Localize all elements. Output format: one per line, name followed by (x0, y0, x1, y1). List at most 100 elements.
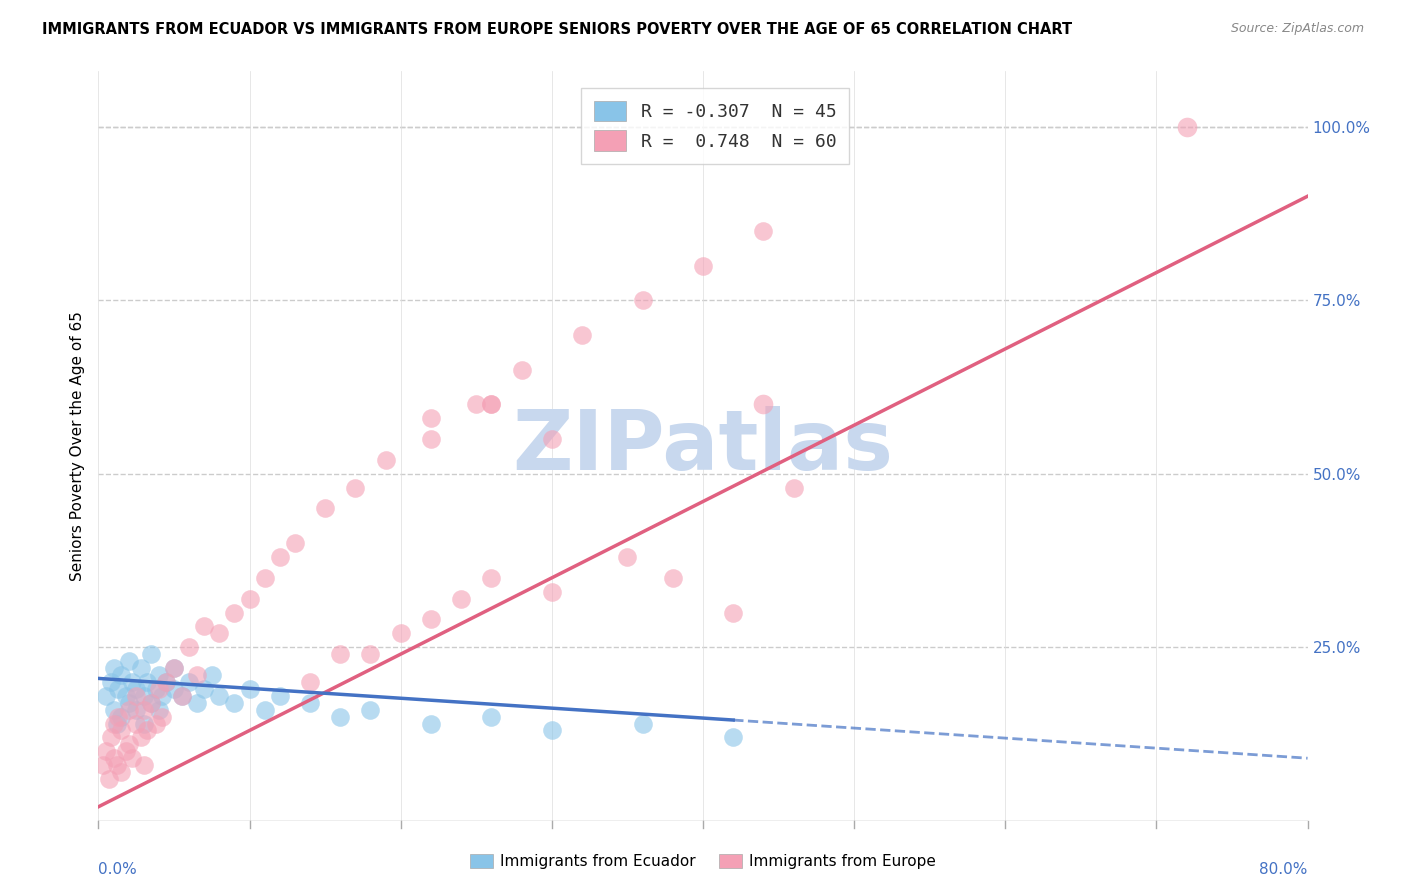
Point (783, 481, 806, 495)
Point (329, 709, 352, 723)
Point (94, 689, 117, 703)
Point (193, 681, 215, 696)
Point (420, 411, 443, 425)
Point (103, 751, 125, 765)
Point (135, 723, 157, 738)
Point (208, 626, 231, 640)
Point (150, 689, 173, 703)
Point (94, 744, 117, 758)
Legend: Immigrants from Ecuador, Immigrants from Europe: Immigrants from Ecuador, Immigrants from… (464, 848, 942, 875)
Point (253, 703, 276, 717)
Point (481, 709, 503, 723)
Point (129, 661, 152, 675)
Point (141, 696, 163, 710)
Point (465, 397, 488, 411)
Y-axis label: Seniors Poverty Over the Age of 65: Seniors Poverty Over the Age of 65 (69, 311, 84, 581)
Point (186, 696, 208, 710)
Point (571, 328, 593, 343)
Point (239, 591, 262, 606)
Point (481, 397, 503, 411)
Point (420, 432, 443, 446)
Point (105, 758, 128, 772)
Point (540, 584, 562, 599)
Point (132, 758, 155, 772)
Point (121, 674, 143, 689)
Point (540, 723, 562, 738)
Point (121, 751, 143, 765)
Point (239, 681, 262, 696)
Point (481, 397, 503, 411)
Text: 0.0%: 0.0% (98, 862, 138, 877)
Point (91, 758, 114, 772)
Point (135, 674, 157, 689)
Point (224, 606, 246, 620)
Point (481, 571, 503, 585)
Point (148, 668, 170, 682)
Point (616, 549, 638, 564)
Point (193, 619, 215, 633)
Point (129, 731, 152, 745)
Point (100, 674, 122, 689)
Point (103, 703, 125, 717)
Point (253, 571, 276, 585)
Point (1175, 120, 1198, 134)
Point (148, 681, 170, 696)
Point (269, 549, 291, 564)
Point (208, 689, 231, 703)
Point (692, 259, 714, 273)
Point (110, 668, 132, 682)
Point (299, 674, 322, 689)
Point (118, 654, 141, 668)
Point (125, 681, 148, 696)
Point (132, 716, 155, 731)
Point (344, 481, 367, 495)
Point (179, 674, 201, 689)
Point (420, 716, 443, 731)
Point (107, 709, 129, 723)
Point (110, 765, 132, 780)
Point (179, 640, 201, 655)
Point (723, 731, 745, 745)
Point (125, 716, 148, 731)
Point (360, 703, 382, 717)
Point (155, 674, 177, 689)
Point (540, 432, 562, 446)
Point (269, 689, 291, 703)
Point (105, 716, 128, 731)
Point (141, 696, 163, 710)
Point (141, 647, 163, 661)
Point (100, 731, 122, 745)
Point (186, 668, 208, 682)
Point (132, 689, 155, 703)
Point (118, 703, 141, 717)
Point (752, 397, 775, 411)
Point (145, 681, 167, 696)
Point (155, 674, 177, 689)
Point (389, 626, 412, 640)
Point (329, 647, 352, 661)
Point (360, 647, 382, 661)
Point (374, 453, 396, 467)
Point (118, 696, 141, 710)
Point (299, 696, 322, 710)
Point (132, 703, 155, 717)
Point (148, 703, 170, 717)
Text: IMMIGRANTS FROM ECUADOR VS IMMIGRANTS FROM EUROPE SENIORS POVERTY OVER THE AGE O: IMMIGRANTS FROM ECUADOR VS IMMIGRANTS FR… (42, 22, 1073, 37)
Point (103, 661, 125, 675)
Point (150, 709, 173, 723)
Point (314, 501, 336, 516)
Point (110, 709, 132, 723)
Legend: R = -0.307  N = 45, R =  0.748  N = 60: R = -0.307 N = 45, R = 0.748 N = 60 (581, 88, 849, 164)
Point (201, 668, 224, 682)
Point (98, 772, 121, 786)
Point (661, 571, 683, 585)
Text: Source: ZipAtlas.com: Source: ZipAtlas.com (1230, 22, 1364, 36)
Point (284, 536, 307, 550)
Point (420, 612, 443, 626)
Point (103, 716, 125, 731)
Point (125, 703, 148, 717)
Point (163, 681, 186, 696)
Point (107, 681, 129, 696)
Point (163, 661, 186, 675)
Point (145, 716, 167, 731)
